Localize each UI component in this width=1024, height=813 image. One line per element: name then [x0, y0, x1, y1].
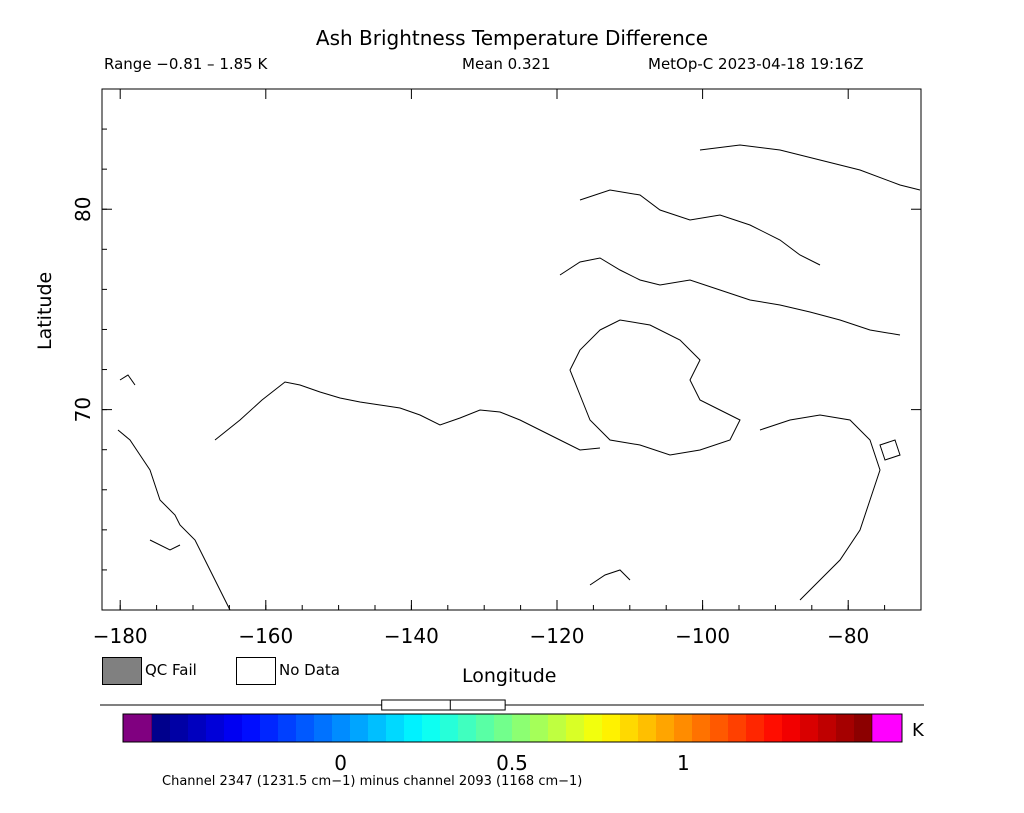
x-tick-label: −140 — [384, 624, 439, 648]
plot-frame — [101, 88, 922, 611]
colorbar-segment — [746, 714, 765, 742]
colorbar-segment — [818, 714, 837, 742]
colorbar-segment — [548, 714, 567, 742]
coastline-lines — [117, 144, 921, 610]
colorbar-segment — [854, 714, 873, 742]
x-tick-label: −180 — [93, 624, 148, 648]
x-tick-label: −120 — [530, 624, 585, 648]
colorbar-segment — [332, 714, 351, 742]
colorbar-segment — [602, 714, 621, 742]
colorbar-segment — [836, 714, 855, 742]
coastline — [569, 319, 741, 456]
x-tick-label: −160 — [238, 624, 293, 648]
coastline — [214, 381, 601, 451]
no-data-label: No Data — [279, 661, 340, 679]
satellite-time-text: MetOp-C 2023-04-18 19:16Z — [648, 55, 864, 73]
qc-fail-swatch — [102, 657, 142, 685]
colorbar-segment — [512, 714, 531, 742]
x-tick-label: −100 — [675, 624, 730, 648]
colorbar-segment — [530, 714, 549, 742]
channel-footnote: Channel 2347 (1231.5 cm−1) minus channel… — [162, 774, 583, 789]
colorbar-segment — [692, 714, 711, 742]
colorbar-tick-label: 0.5 — [496, 751, 528, 775]
colorbar-segment — [368, 714, 387, 742]
colorbar-segment — [620, 714, 639, 742]
x-axis-label: Longitude — [462, 665, 557, 687]
colorbar-segment — [584, 714, 603, 742]
colorbar-segment — [764, 714, 783, 742]
coastline — [579, 189, 821, 266]
colorbar-frame — [122, 713, 903, 743]
colorbar-segment — [674, 714, 693, 742]
colorbar-segment — [782, 714, 801, 742]
box-plot-box — [381, 699, 506, 711]
colorbar-segment — [710, 714, 729, 742]
colorbar-over-swatch — [871, 713, 903, 743]
colorbar-segment — [314, 714, 333, 742]
colorbar-segment — [278, 714, 297, 742]
colorbar-segment — [458, 714, 477, 742]
y-axis-label: Latitude — [34, 271, 56, 350]
colorbar-segment — [188, 714, 207, 742]
colorbar-segment — [728, 714, 747, 742]
colorbar-segment — [656, 714, 675, 742]
colorbar-segment — [800, 714, 819, 742]
colorbar-segment — [494, 714, 513, 742]
coastline — [589, 569, 631, 586]
colorbar-segment — [224, 714, 243, 742]
mean-text: Mean 0.321 — [462, 55, 551, 73]
range-text: Range −0.81 – 1.85 K — [104, 55, 268, 73]
coastline — [119, 374, 136, 386]
coastline — [759, 414, 881, 601]
colorbar-segment — [296, 714, 315, 742]
no-data-swatch — [236, 657, 276, 685]
colorbar-segment — [404, 714, 423, 742]
colorbar-segment — [152, 714, 171, 742]
colorbar-unit-label: K — [912, 720, 924, 741]
coastline — [149, 539, 181, 551]
coastline — [699, 144, 921, 191]
colorbar-segment — [386, 714, 405, 742]
colorbar-segment — [566, 714, 585, 742]
colorbar-segment — [206, 714, 225, 742]
colorbar-segment — [638, 714, 657, 742]
colorbar-segment — [242, 714, 261, 742]
colorbar-segment — [170, 714, 189, 742]
y-axis: 70 80 — [71, 88, 921, 571]
x-tick-label: −80 — [827, 624, 869, 648]
colorbar-tick-label: 1 — [677, 751, 690, 775]
x-axis: −180 −160 −140 −120 −100 −80 — [93, 89, 922, 648]
qc-fail-label: QC Fail — [145, 661, 197, 679]
value-box-plot — [381, 699, 506, 711]
y-tick-label: 70 — [71, 397, 95, 422]
colorbar-tick-label: 0 — [334, 751, 347, 775]
colorbar-segment — [350, 714, 369, 742]
colorbar: 0 0.5 1 — [122, 713, 903, 775]
coastline — [559, 257, 901, 336]
coastline — [879, 439, 901, 461]
colorbar-segment — [440, 714, 459, 742]
coastline — [117, 429, 231, 610]
colorbar-segment — [422, 714, 441, 742]
chart-title: Ash Brightness Temperature Difference — [315, 26, 709, 50]
colorbar-under-swatch — [122, 713, 153, 743]
colorbar-segment — [260, 714, 279, 742]
y-tick-label: 80 — [71, 197, 95, 222]
colorbar-segment — [476, 714, 495, 742]
